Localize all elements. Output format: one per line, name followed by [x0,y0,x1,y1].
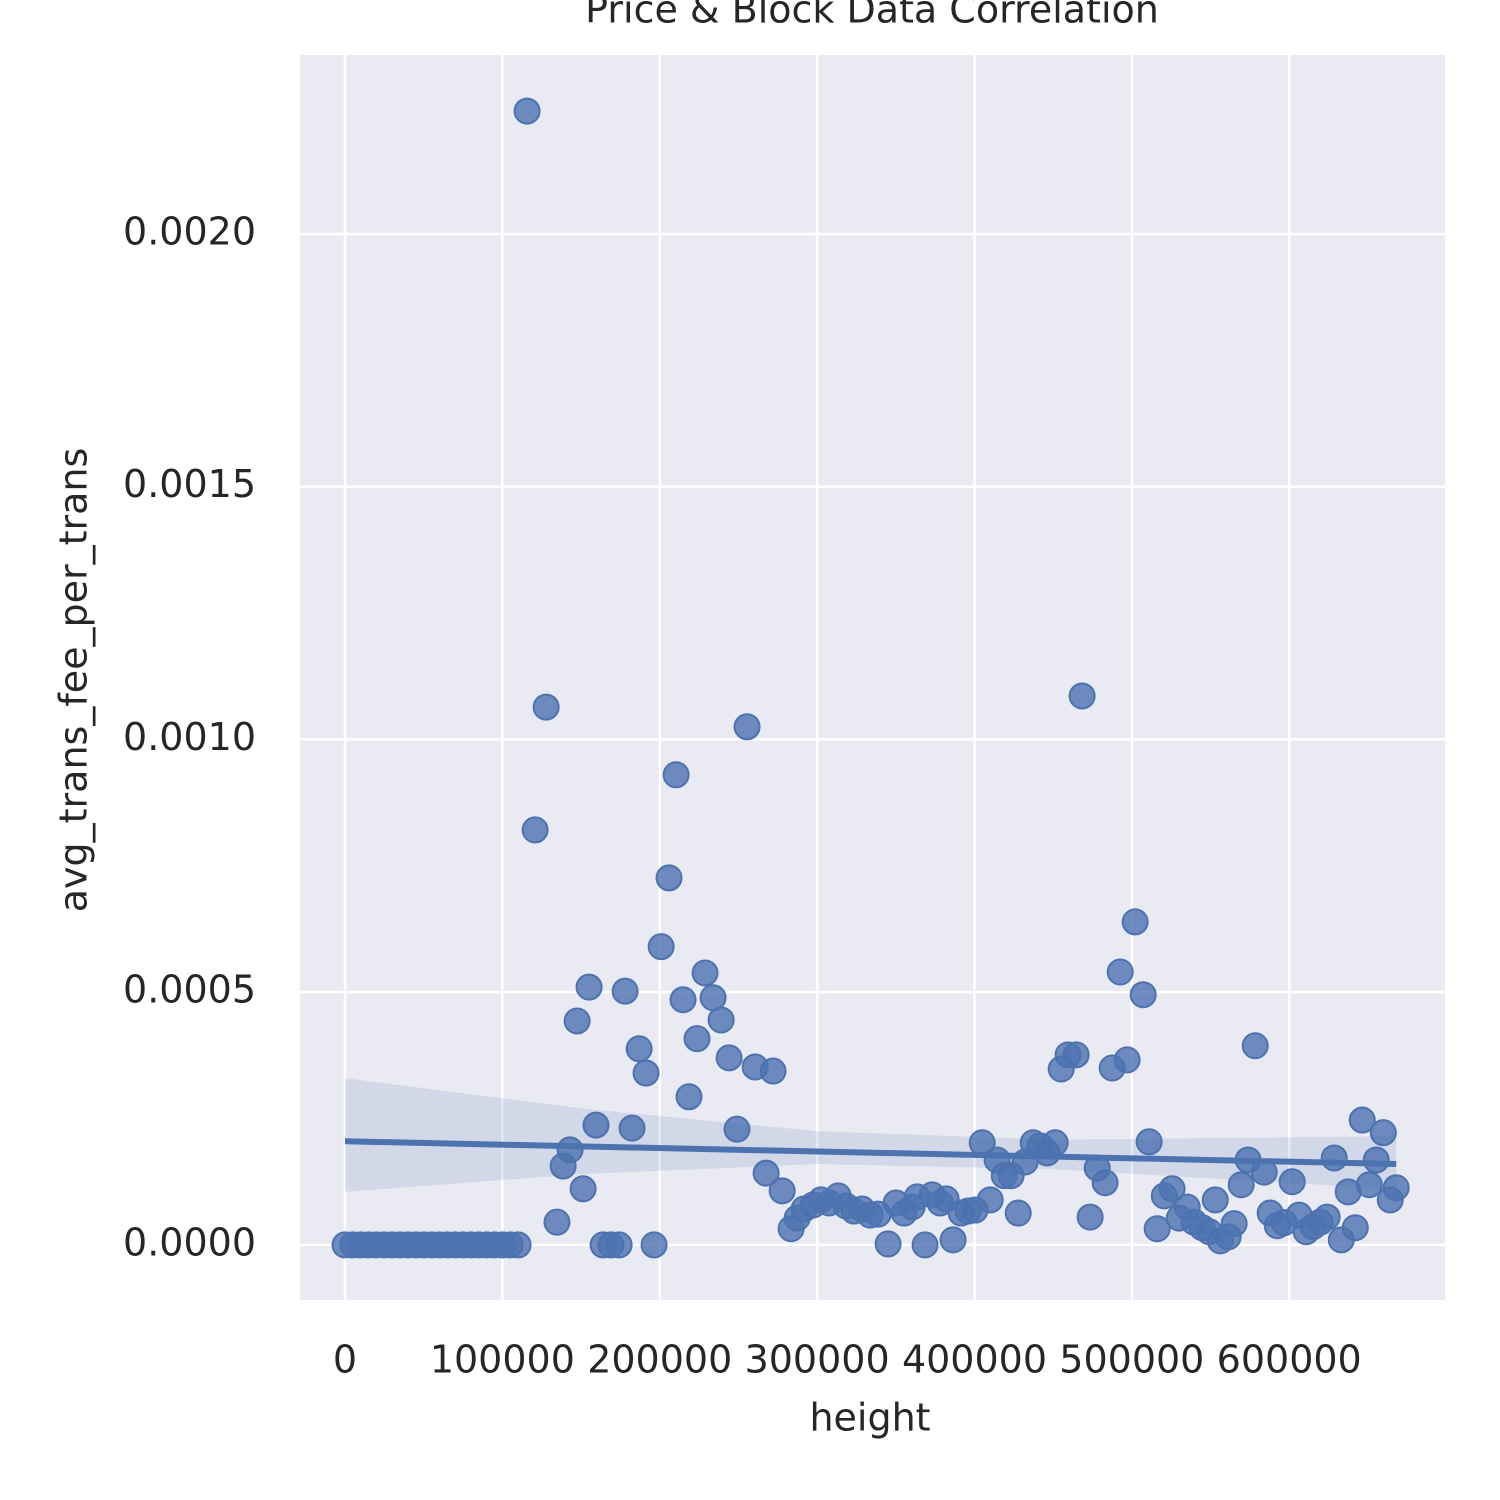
point [563,1007,591,1035]
y-tick-label: 0.0020 [123,209,256,253]
point [543,1208,571,1236]
point [575,973,603,1001]
point [532,693,560,721]
point [752,1159,780,1187]
point [625,1035,653,1063]
point [582,1111,610,1139]
point [669,986,697,1014]
point [1382,1174,1410,1202]
point [699,984,727,1012]
y-axis-label: avg_trans_fee_per_trans [52,448,96,913]
y-tick-label: 0.0015 [123,462,256,506]
point [768,1177,796,1205]
marks [331,97,1410,1259]
confidence-band [345,1078,1397,1192]
x-tick-label: 0 [333,1338,357,1382]
point [611,977,639,1005]
y-tick-label: 0.0010 [123,715,256,759]
point [655,864,683,892]
point [1369,1119,1397,1147]
point [874,1230,902,1258]
point [683,1025,711,1053]
point [1220,1210,1248,1238]
point [1341,1214,1369,1242]
point [733,713,761,741]
point [618,1114,646,1142]
x-axis-label: height [809,1396,930,1440]
point [1348,1106,1376,1134]
point [1135,1128,1163,1156]
chart-title: Price & Block Data Correlation [585,0,1159,32]
point [632,1059,660,1087]
x-tick-label: 200000 [587,1338,732,1382]
x-tick-label: 600000 [1217,1338,1362,1382]
y-tick-label: 0.0000 [123,1220,256,1264]
point [1143,1215,1171,1243]
point [605,1231,633,1259]
regression-line [344,1138,1397,1168]
y-tick-label: 0.0005 [123,968,256,1012]
point [640,1231,668,1259]
point [521,816,549,844]
point [911,1231,939,1259]
point [1278,1168,1306,1196]
point [1355,1171,1383,1199]
point [1227,1171,1255,1199]
point [1068,682,1096,710]
plot-area [300,55,1445,1300]
x-tick-label: 300000 [745,1338,890,1382]
point [939,1226,967,1254]
x-tick-label: 100000 [430,1338,575,1382]
point [675,1083,703,1111]
point [1158,1175,1186,1203]
point [759,1057,787,1085]
point [707,1006,735,1034]
point [1313,1203,1341,1231]
point [569,1175,597,1203]
point [1201,1186,1229,1214]
point [1062,1041,1090,1069]
point [1241,1032,1269,1060]
point [715,1044,743,1072]
point [504,1231,532,1259]
point [513,97,541,125]
point [1004,1199,1032,1227]
x-tick-label: 400000 [902,1338,1047,1382]
point [1129,981,1157,1009]
point [647,933,675,961]
point [662,761,690,789]
point [691,959,719,987]
point [1076,1203,1104,1231]
point [1121,908,1149,936]
point [1106,958,1134,986]
point [1113,1046,1141,1074]
point [1091,1169,1119,1197]
x-tick-label: 500000 [1059,1338,1204,1382]
point [976,1186,1004,1214]
point [723,1115,751,1143]
